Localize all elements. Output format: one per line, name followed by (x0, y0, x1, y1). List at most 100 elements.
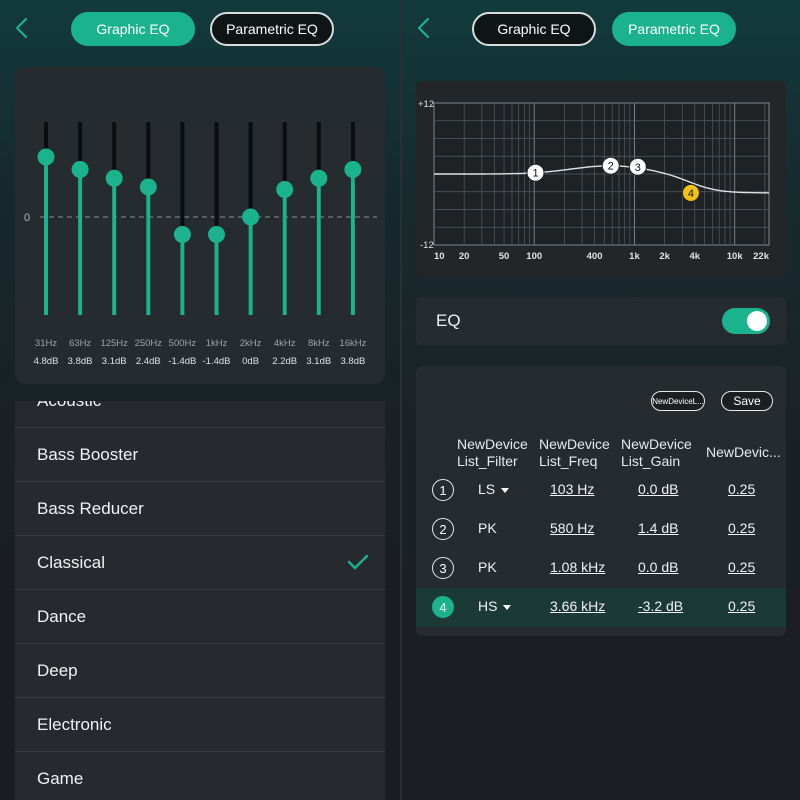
preset-item[interactable]: Electronic (15, 698, 385, 752)
preset-item[interactable]: Deep (15, 644, 385, 698)
preset-label: Bass Booster (37, 444, 139, 464)
filter-q-value[interactable]: 0.25 (728, 598, 756, 614)
filter-gain-value[interactable]: 0.0 dB (638, 481, 679, 497)
band-frequency-label: 125Hz (100, 338, 128, 349)
preset-label: Deep (37, 660, 78, 680)
graphic-eq-sliders: 0 31Hz 4.8dB 63Hz 3.8dB 125Hz 3.1dB 250Hz 2.4dB 5… (24, 122, 377, 367)
tab-graphic-eq[interactable]: Graphic EQ (71, 12, 195, 46)
filter-type-select[interactable]: LS (478, 481, 510, 497)
filter-q-value[interactable]: 0.25 (728, 520, 756, 536)
band-frequency-label: 63Hz (69, 338, 91, 349)
band-frequency-label: 500Hz (169, 338, 197, 349)
band-frequency-label: 16kHz (339, 338, 366, 349)
tab-parametric-eq[interactable]: Parametric EQ (612, 12, 736, 46)
filter-marker[interactable] (601, 156, 620, 175)
slider-knob[interactable] (139, 178, 157, 196)
filter-marker-label: 4 (688, 188, 694, 200)
graphic-eq-card: 0 31Hz 4.8dB 63Hz 3.8dB 125Hz 3.1dB 250Hz 2.4dB 5… (15, 67, 385, 384)
preset-label: Dance (37, 606, 87, 626)
filter-gain-value[interactable]: -3.2 dB (638, 598, 684, 614)
graphic-eq-screen: Graphic EQ Parametric EQ 0 31Hz 4.8dB 63Hz 3… (0, 0, 400, 800)
band-frequency-label: 1kHz (206, 338, 228, 349)
parametric-eq-screen: Graphic EQ Parametric EQ +12 -12 10 20 50 100… (402, 0, 800, 800)
y-axis-bottom-label: -12 (420, 240, 434, 251)
preset-label: Bass Reducer (37, 498, 144, 518)
eq-label: EQ (436, 311, 461, 330)
column-header-freq: NewDevice List_Freq (539, 436, 610, 469)
back-chevron-icon[interactable] (12, 16, 32, 40)
filter-gain-value[interactable]: 0.0 dB (638, 559, 679, 575)
eq-enable-toggle[interactable] (722, 308, 770, 334)
preset-item[interactable]: Bass Reducer (15, 482, 385, 536)
preset-item[interactable]: Dance (15, 590, 385, 644)
eq-toggle-row: EQ (416, 297, 786, 345)
filter-type-select[interactable]: HS (478, 598, 512, 614)
slider-knob[interactable] (276, 181, 294, 198)
back-chevron-icon[interactable] (414, 16, 434, 40)
parametric-filter-table: NewDeviceL... Save NewDevice List_Filter … (416, 366, 786, 636)
filter-q-value[interactable]: 0.25 (728, 481, 756, 497)
filter-freq-value[interactable]: 103 Hz (550, 481, 595, 497)
filter-row[interactable]: 3 PK 1.08 kHz 0.0 dB 0.25 (416, 549, 786, 588)
preset-item[interactable]: Classical (15, 536, 385, 590)
tab-parametric-eq[interactable]: Parametric EQ (210, 12, 334, 46)
filter-marker[interactable] (628, 157, 647, 176)
band-frequency-label: 31Hz (35, 338, 57, 349)
filter-type-value: PK (478, 520, 497, 536)
preset-label: Electronic (37, 714, 112, 734)
x-axis-tick-label: 4k (690, 251, 701, 262)
band-gain-label: 2.2dB (272, 356, 297, 367)
x-axis-tick-label: 50 (499, 251, 510, 262)
preset-name-button[interactable]: NewDeviceL... (651, 391, 705, 411)
filter-freq-value[interactable]: 3.66 kHz (550, 598, 606, 614)
band-gain-label: 3.1dB (102, 356, 127, 367)
band-frequency-label: 4kHz (274, 338, 296, 349)
filter-freq-value[interactable]: 1.08 kHz (550, 559, 606, 575)
filter-marker-label: 1 (532, 168, 538, 180)
filter-marker[interactable] (681, 183, 700, 202)
filter-freq-value[interactable]: 580 Hz (550, 520, 595, 536)
response-curve (434, 165, 770, 194)
filter-type-select[interactable]: PK (478, 559, 497, 575)
slider-knob[interactable] (37, 148, 55, 166)
x-axis-tick-label: 20 (459, 251, 470, 262)
filter-q-value[interactable]: 0.25 (728, 559, 756, 575)
slider-knob[interactable] (105, 169, 123, 187)
x-axis-tick-label: 100 (526, 251, 542, 262)
filter-number-badge[interactable]: 4 (432, 596, 454, 618)
filter-type-value: LS (478, 481, 496, 497)
filter-number-badge[interactable]: 1 (432, 479, 454, 501)
slider-knob[interactable] (242, 208, 260, 226)
band-frequency-label: 250Hz (135, 338, 163, 349)
toggle-knob (747, 311, 767, 331)
slider-knob[interactable] (71, 161, 89, 178)
preset-item[interactable]: Game (15, 752, 385, 800)
slider-knob[interactable] (310, 169, 328, 187)
preset-item[interactable]: Acoustic (15, 401, 385, 428)
band-gain-label: -1.4dB (203, 356, 231, 367)
slider-knob[interactable] (173, 226, 191, 243)
preset-label: Acoustic (37, 401, 101, 411)
band-gain-label: 3.1dB (306, 356, 331, 367)
band-gain-label: 2.4dB (136, 356, 161, 367)
band-gain-label: 3.8dB (340, 356, 365, 367)
preset-item[interactable]: Bass Booster (15, 428, 385, 482)
filter-row[interactable]: 2 PK 580 Hz 1.4 dB 0.25 (416, 510, 786, 549)
slider-knob[interactable] (344, 161, 362, 178)
zero-db-label: 0 (24, 212, 30, 224)
band-frequency-label: 8kHz (308, 338, 330, 349)
y-axis-top-label: +12 (418, 99, 434, 110)
filter-type-select[interactable]: PK (478, 520, 497, 536)
filter-gain-value[interactable]: 1.4 dB (638, 520, 679, 536)
filter-row[interactable]: 1 LS 103 Hz 0.0 dB 0.25 (416, 471, 786, 510)
filter-number-badge[interactable]: 3 (432, 557, 454, 579)
filter-row[interactable]: 4 HS 3.66 kHz -3.2 dB 0.25 (416, 588, 786, 627)
band-gain-label: -1.4dB (168, 356, 196, 367)
filter-number-badge[interactable]: 2 (432, 518, 454, 540)
filter-marker[interactable] (526, 163, 545, 182)
tab-graphic-eq[interactable]: Graphic EQ (472, 12, 596, 46)
slider-knob[interactable] (208, 226, 225, 243)
save-button[interactable]: Save (721, 391, 773, 411)
filter-type-value: PK (478, 559, 497, 575)
